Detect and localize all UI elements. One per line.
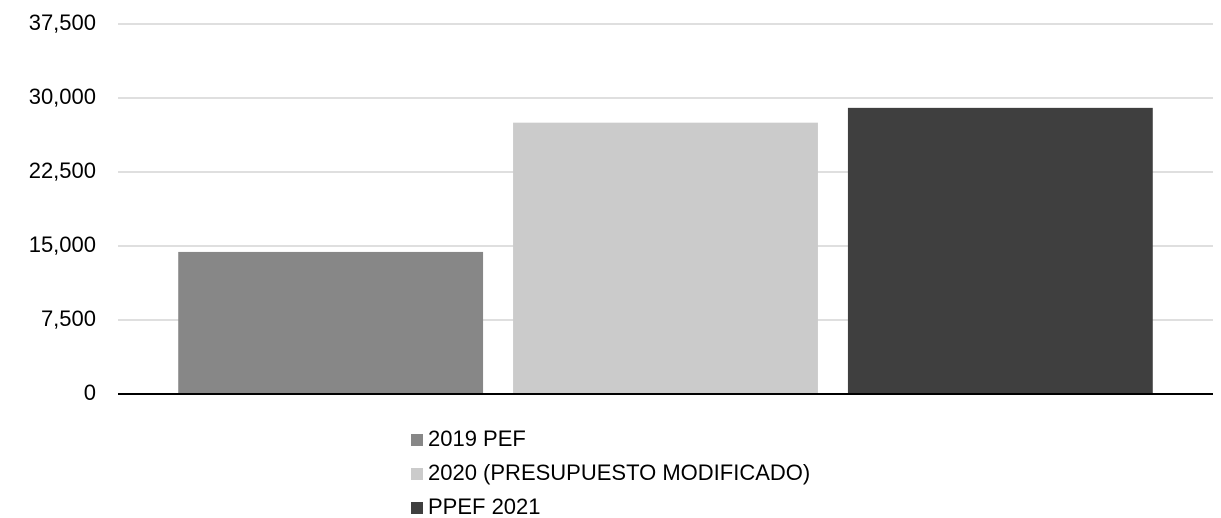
legend-swatch	[411, 434, 423, 446]
y-tick-label: 22,500	[29, 158, 96, 183]
legend-label: 2020 (PRESUPUESTO MODIFICADO)	[428, 460, 810, 485]
y-tick-label: 15,000	[29, 232, 96, 257]
y-tick-label: 7,500	[41, 306, 96, 331]
bar	[847, 107, 1153, 394]
legend-label: PPEF 2021	[428, 494, 541, 518]
y-tick-label: 0	[84, 380, 96, 405]
legend-swatch	[411, 502, 423, 514]
y-tick-label: 37,500	[29, 10, 96, 35]
bar	[178, 251, 484, 394]
legend-label: 2019 PEF	[428, 426, 526, 451]
bar	[513, 122, 818, 395]
legend-swatch	[411, 468, 423, 480]
y-tick-label: 30,000	[29, 84, 96, 109]
